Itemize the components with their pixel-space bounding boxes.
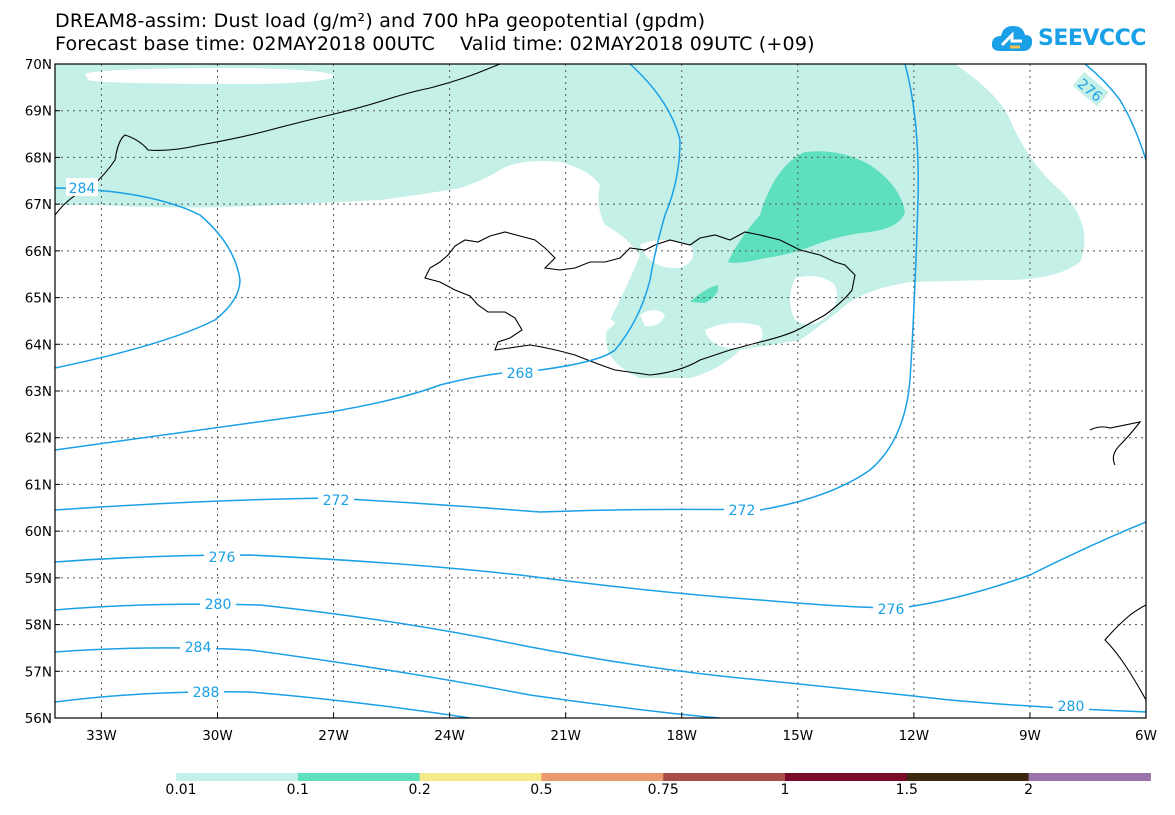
faroe-norway-coastline — [1104, 604, 1146, 701]
dust-gap-iceland-center — [640, 310, 665, 327]
lat-tick-label: 58N — [25, 618, 52, 634]
legend-label: 0.75 — [647, 782, 679, 798]
dust-gap-top — [85, 68, 335, 84]
coastlines — [55, 64, 1146, 701]
lat-tick-label: 68N — [25, 150, 52, 166]
lat-tick-label: 57N — [25, 664, 52, 680]
contour-label: 272 — [323, 493, 350, 509]
lat-tick-label: 56N — [25, 711, 52, 727]
contour-276-northeast — [1084, 64, 1146, 161]
legend-swatch — [663, 773, 786, 781]
contour-label: 288 — [193, 685, 220, 701]
legend-swatch — [419, 773, 542, 781]
lat-tick-label: 61N — [25, 477, 52, 493]
dust-gap-iceland-east — [790, 276, 838, 325]
contour-labels: 284 268 272 272 276 276 280 284 288 280 … — [66, 72, 1109, 715]
lat-tick-label: 65N — [25, 291, 52, 307]
contour-264-west — [55, 187, 241, 369]
faroe-islands-coastline — [1089, 421, 1142, 466]
lon-tick-label: 33W — [86, 728, 117, 744]
contour-268 — [55, 64, 681, 451]
lon-tick-label: 30W — [202, 728, 233, 744]
lon-tick-label: 12W — [899, 728, 930, 744]
legend-label: 0.1 — [286, 782, 309, 798]
cloud-icon — [991, 26, 1033, 51]
lat-tick-label: 70N — [25, 57, 52, 73]
dust-area-mid-northeast — [728, 151, 905, 263]
contour-label: 284 — [185, 640, 212, 656]
greenland-coastline — [55, 64, 501, 216]
legend-label: 2 — [1024, 782, 1034, 798]
lat-tick-label: 60N — [25, 524, 52, 540]
lat-tick-label: 64N — [25, 337, 52, 353]
contour-label: 268 — [507, 366, 534, 382]
legend-label: 0.2 — [408, 782, 431, 798]
legend-label: 1.5 — [895, 782, 918, 798]
contour-label: 280 — [1058, 699, 1085, 715]
latitude-ticks: 70N 69N 68N 67N 66N 65N 64N 63N 62N 61N 60N 59N 58N 5… — [25, 57, 60, 727]
dust-area-mid-small — [690, 285, 719, 303]
lon-tick-label: 27W — [318, 728, 349, 744]
contour-label: 280 — [205, 597, 232, 613]
lon-tick-label: 21W — [550, 728, 581, 744]
legend-label: 1 — [780, 782, 790, 798]
lon-tick-label: 9W — [1019, 728, 1041, 744]
contour-label: 276 — [878, 602, 905, 618]
map-title-line-2: Forecast base time: 02MAY2018 00UTC Vali… — [55, 33, 815, 55]
contour-label: 272 — [729, 503, 756, 519]
legend-label: 0.01 — [165, 782, 197, 798]
map-title-line-1: DREAM8-assim: Dust load (g/m²) and 700 h… — [55, 10, 706, 32]
legend-swatch — [176, 773, 299, 781]
legend-swatch — [785, 773, 908, 781]
lon-tick-label: 18W — [666, 728, 697, 744]
geopotential-contours — [55, 64, 1146, 718]
legend-swatch — [297, 773, 421, 781]
legend-swatch — [541, 773, 664, 781]
lat-tick-label: 62N — [25, 431, 52, 447]
dust-gap-iceland-west — [570, 315, 615, 333]
legend-label: 0.5 — [530, 782, 553, 798]
contour-284 — [55, 647, 721, 718]
contour-276 — [55, 521, 1146, 609]
legend-swatch — [1028, 773, 1151, 781]
contour-label: 284 — [69, 181, 96, 197]
lat-tick-label: 63N — [25, 384, 52, 400]
lat-tick-label: 69N — [25, 104, 52, 120]
map-plot-area: 284 268 272 272 276 276 280 284 288 280 … — [55, 64, 1146, 718]
lon-tick-label: 15W — [783, 728, 814, 744]
lat-tick-label: 67N — [25, 197, 52, 213]
lat-tick-label: 59N — [25, 571, 52, 587]
lat-tick-label: 66N — [25, 244, 52, 260]
seevccc-logo: SEEVCCC — [990, 16, 1146, 60]
legend-swatch — [906, 773, 1030, 781]
dust-gap-iceland-south — [705, 322, 763, 349]
lon-tick-label: 6W — [1135, 728, 1157, 744]
iceland-coastline — [424, 231, 856, 376]
lon-tick-label: 24W — [434, 728, 465, 744]
contour-280 — [55, 603, 1146, 713]
contour-label: 276 — [209, 550, 236, 566]
longitude-ticks: 33W 30W 27W 24W 21W 18W 15W 12W 9W 6W — [86, 713, 1157, 744]
legend-colorbar — [176, 773, 1151, 781]
logo-text: SEEVCCC — [1038, 25, 1146, 51]
graticule — [55, 64, 1146, 718]
contour-288 — [55, 690, 471, 718]
